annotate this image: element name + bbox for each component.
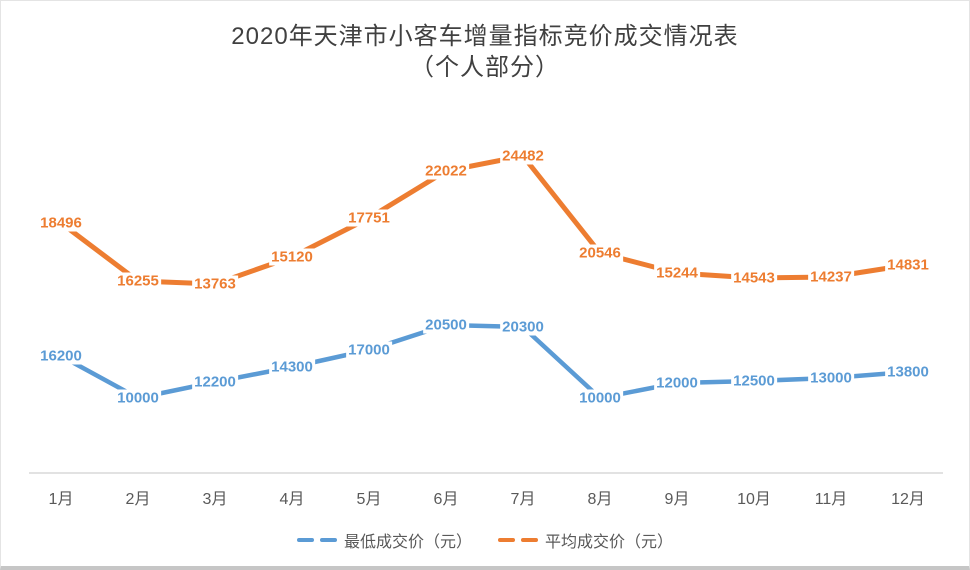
- data-label-series0-m6: 20500: [423, 316, 469, 334]
- data-label-series1-m8: 20546: [577, 244, 623, 262]
- data-label-series0-m1: 16200: [38, 347, 84, 365]
- data-label-series0-m4: 14300: [269, 358, 315, 376]
- chart-title: 2020年天津市小客车增量指标竞价成交情况表: [231, 23, 739, 50]
- x-axis-label-1: 1月: [48, 491, 74, 508]
- series-line-1: [58, 153, 911, 287]
- x-axis-label-7: 7月: [510, 491, 536, 508]
- data-label-series1-m5: 17751: [346, 209, 392, 227]
- x-axis-label-5: 5月: [356, 491, 382, 508]
- data-label-series0-m9: 12000: [654, 374, 700, 392]
- data-label-series1-m4: 15120: [269, 248, 315, 266]
- x-axis-label-9: 9月: [664, 491, 690, 508]
- legend-label: 最低成交价（元）: [343, 534, 472, 551]
- data-label-series1-m11: 14237: [808, 268, 854, 286]
- legend-key-dashes: [296, 538, 337, 542]
- data-label-series0-m3: 12200: [192, 373, 238, 391]
- legend-dash-icon: [319, 538, 337, 542]
- legend-dash-icon: [521, 538, 538, 542]
- chart-subtitle: （个人部分）: [410, 54, 560, 81]
- legend: 最低成交价（元） 平均成交价（元）: [1, 528, 969, 552]
- data-label-series0-m2: 10000: [115, 389, 161, 407]
- data-label-series1-m6: 22022: [423, 162, 469, 180]
- x-axis-label-2: 2月: [125, 491, 151, 508]
- x-axis-label-4: 4月: [279, 491, 305, 508]
- data-label-series1-m2: 16255: [115, 272, 161, 290]
- data-label-series0-m8: 10000: [577, 389, 623, 407]
- x-axis-label-11: 11月: [814, 491, 848, 508]
- data-label-series0-m10: 12500: [731, 372, 777, 390]
- legend-item-avg-price: 平均成交价（元）: [498, 528, 673, 552]
- x-axis-label-3: 3月: [202, 491, 228, 508]
- x-axis-label-12: 12月: [891, 491, 925, 508]
- data-label-series1-m12: 14831: [885, 256, 931, 274]
- data-label-series0-m5: 17000: [346, 341, 392, 359]
- legend-item-min-price: 最低成交价（元）: [296, 528, 472, 552]
- x-axis-label-8: 8月: [587, 491, 613, 508]
- data-label-series0-m11: 13000: [808, 369, 854, 387]
- legend-dash-icon: [296, 538, 314, 542]
- x-axis-label-10: 10月: [737, 491, 771, 508]
- series-line-0: [58, 322, 911, 401]
- legend-label: 平均成交价（元）: [545, 534, 674, 551]
- legend-dash-icon: [498, 538, 515, 542]
- data-label-series1-m3: 13763: [192, 275, 238, 293]
- legend-key-dashes: [498, 538, 538, 542]
- data-label-series1-m1: 18496: [38, 214, 84, 232]
- data-label-series0-m12: 13800: [885, 363, 931, 381]
- data-label-series1-m9: 15244: [654, 264, 700, 282]
- x-axis-label-6: 6月: [433, 491, 459, 508]
- data-label-series1-m7: 24482: [500, 147, 546, 165]
- data-label-series0-m7: 20300: [500, 318, 546, 336]
- chart-title-block: 2020年天津市小客车增量指标竞价成交情况表 （个人部分）: [1, 21, 969, 83]
- data-label-series1-m10: 14543: [731, 269, 777, 287]
